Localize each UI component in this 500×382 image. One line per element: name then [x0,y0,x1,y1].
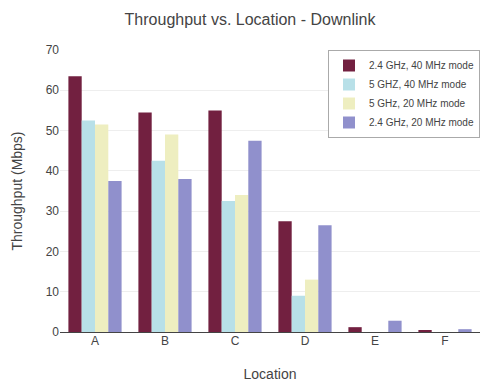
svg-text:C: C [231,334,240,348]
svg-text:0: 0 [52,325,59,339]
svg-text:E: E [371,334,379,348]
svg-text:F: F [441,334,448,348]
svg-text:D: D [301,334,310,348]
svg-text:Throughput (Mbps): Throughput (Mbps) [9,131,25,250]
svg-text:2.4 GHz, 20 MHz mode: 2.4 GHz, 20 MHz mode [369,117,474,128]
svg-text:Location: Location [244,366,297,382]
svg-text:B: B [161,334,169,348]
svg-text:50: 50 [46,124,60,138]
svg-text:5 GHZ, 40 MHz mode: 5 GHZ, 40 MHz mode [369,79,467,90]
svg-text:30: 30 [46,204,60,218]
svg-text:20: 20 [46,245,60,259]
svg-text:5 GHz, 20 MHz mode: 5 GHz, 20 MHz mode [369,98,466,109]
svg-text:60: 60 [46,83,60,97]
svg-text:2.4 GHz, 40 MHz mode: 2.4 GHz, 40 MHz mode [369,60,474,71]
svg-text:A: A [91,334,99,348]
svg-text:70: 70 [46,43,60,57]
svg-text:Throughput vs. Location - Down: Throughput vs. Location - Downlink [125,11,377,28]
svg-text:40: 40 [46,164,60,178]
svg-text:10: 10 [46,285,60,299]
